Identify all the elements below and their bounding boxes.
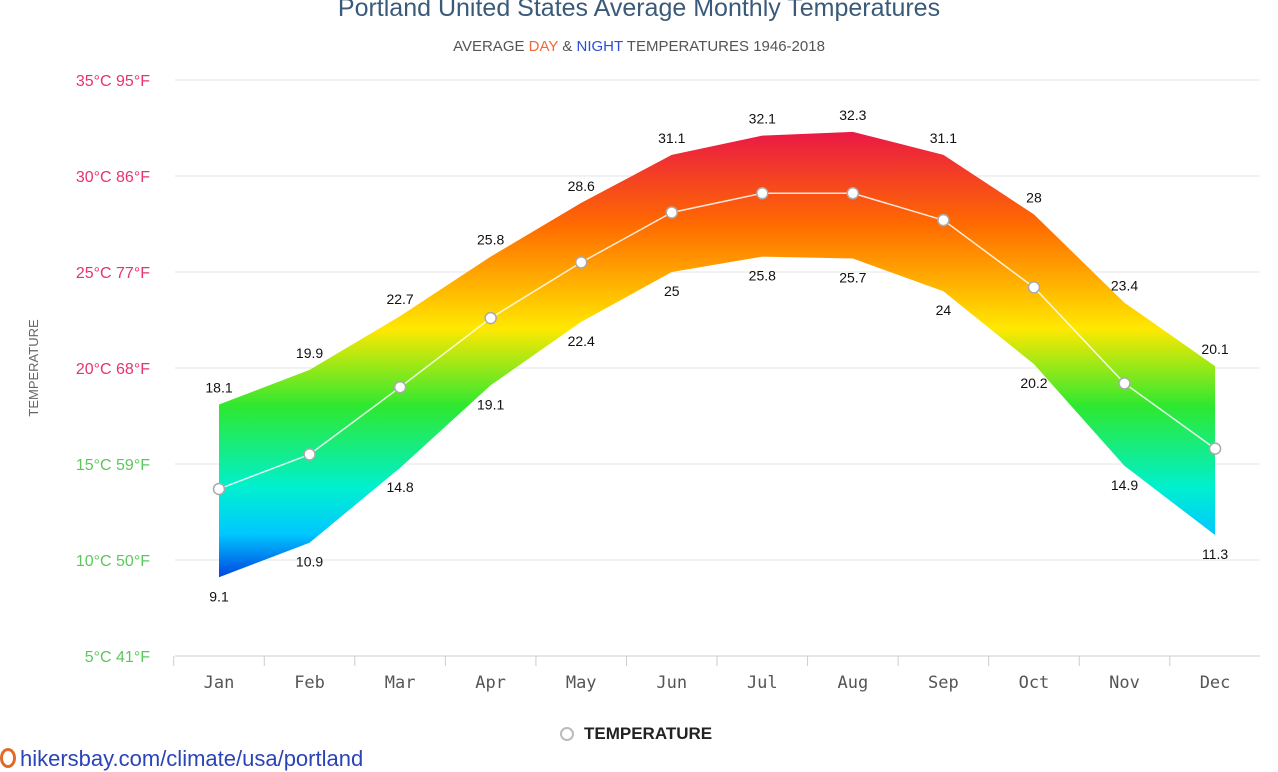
night-value-label: 25.7: [839, 270, 866, 286]
subtitle-night: NIGHT: [576, 38, 623, 55]
subtitle-amp: &: [558, 38, 577, 55]
temperature-point: [212, 482, 226, 496]
legend-temperature[interactable]: TEMPERATURE: [560, 724, 712, 744]
x-tick-label: May: [566, 673, 597, 693]
day-value-label: 28.6: [568, 178, 595, 194]
night-value-label: 14.9: [1111, 477, 1138, 493]
night-value-label: 10.9: [296, 554, 323, 570]
x-tick-label: Feb: [294, 673, 325, 693]
x-tick-label: Sep: [928, 673, 959, 693]
x-tick-label: Mar: [385, 673, 416, 693]
day-value-label: 19.9: [296, 345, 323, 361]
day-value-label: 31.1: [930, 130, 957, 146]
subtitle-post: TEMPERATURES 1946-2018: [622, 38, 825, 55]
x-tick-label: Dec: [1200, 673, 1231, 693]
y-tick-label: 20°C 68°F: [76, 361, 150, 378]
day-value-label: 25.8: [477, 232, 504, 248]
legend-label: TEMPERATURE: [584, 724, 713, 743]
night-value-label: 24: [936, 302, 952, 318]
day-value-label: 20.1: [1201, 341, 1228, 357]
x-tick-label: Jan: [204, 673, 235, 693]
night-value-label: 25.8: [749, 268, 776, 284]
temperature-line: [218, 192, 1216, 490]
y-axis-title: TEMPERATURE: [26, 319, 41, 417]
day-value-label: 32.1: [749, 111, 776, 127]
subtitle-pre: AVERAGE: [453, 38, 529, 55]
night-value-label: 14.8: [386, 479, 413, 495]
night-value-label: 25: [664, 283, 680, 299]
night-value-label: 9.1: [209, 588, 229, 604]
chart-subtitle: AVERAGE DAY & NIGHT TEMPERATURES 1946-20…: [0, 38, 1278, 55]
temperature-point: [484, 311, 497, 325]
day-value-label: 28: [1026, 189, 1042, 205]
temperature-point: [1208, 442, 1222, 455]
temperature-point: [846, 187, 860, 200]
x-tick-label: Oct: [1019, 673, 1050, 693]
x-tick-label: Jul: [747, 673, 778, 693]
day-value-label: 32.3: [839, 107, 866, 123]
y-tick-label: 35°C 95°F: [76, 73, 150, 90]
legend-marker-icon: [560, 727, 574, 741]
temperature-point: [937, 213, 950, 227]
x-tick-label: Aug: [837, 673, 868, 693]
day-value-label: 23.4: [1111, 278, 1138, 294]
y-tick-label: 30°C 86°F: [76, 169, 150, 186]
temperature-point: [756, 187, 769, 200]
temperature-point: [303, 448, 316, 461]
x-tick-label: Apr: [475, 673, 506, 693]
temperature-point: [574, 256, 588, 269]
y-tick-label: 5°C 41°F: [85, 649, 150, 666]
source-link[interactable]: hikersbay.com/climate/usa/portland: [0, 746, 363, 772]
day-value-label: 18.1: [205, 379, 232, 395]
y-tick-label: 10°C 50°F: [76, 553, 150, 570]
y-tick-label: 15°C 59°F: [76, 457, 150, 474]
day-value-label: 31.1: [658, 130, 685, 146]
night-value-label: 20.2: [1020, 375, 1047, 391]
temperature-point: [393, 380, 407, 394]
x-tick-label: Jun: [656, 673, 687, 693]
location-icon: [0, 748, 16, 768]
source-text: hikersbay.com/climate/usa/portland: [20, 746, 364, 771]
day-value-label: 22.7: [386, 291, 413, 307]
night-value-label: 19.1: [477, 396, 504, 412]
night-value-label: 22.4: [568, 333, 595, 349]
temperature-point: [1118, 377, 1131, 390]
day-night-range-area: [219, 131, 1216, 578]
temperature-point: [1027, 281, 1041, 294]
subtitle-day: DAY: [528, 38, 559, 55]
y-tick-label: 25°C 77°F: [76, 265, 150, 282]
x-tick-label: Nov: [1109, 673, 1140, 693]
temperature-point: [665, 206, 678, 219]
night-value-label: 11.3: [1202, 546, 1228, 562]
chart-title: Portland United States Average Monthly T…: [337, 0, 941, 22]
